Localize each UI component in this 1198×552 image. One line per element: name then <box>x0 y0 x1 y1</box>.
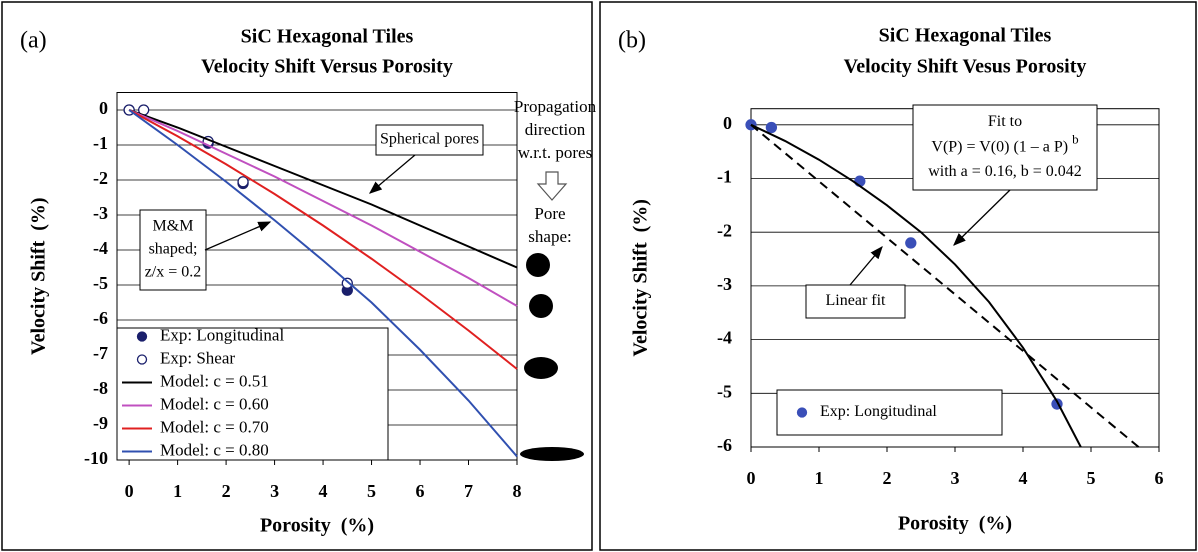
data-point <box>905 237 917 249</box>
y-tick-label: -4 <box>717 328 732 348</box>
y-tick-label: -4 <box>93 238 108 258</box>
y-tick-label: -2 <box>717 220 732 240</box>
x-tick-label: 0 <box>747 468 756 488</box>
annotation-text: V(P) = V(0) (1 – a P) <box>931 138 1072 155</box>
annotation-box <box>912 104 1098 191</box>
annotation-text: shaped; <box>149 241 198 258</box>
y-axis-title: Velocity Shift (%) <box>28 197 50 355</box>
y-tick-label: -3 <box>717 274 732 294</box>
y-tick-label: -6 <box>93 308 108 328</box>
legend-box <box>116 327 389 461</box>
panel-label: (a) <box>20 28 47 54</box>
panel-label: (b) <box>618 28 646 54</box>
x-tick-label: 6 <box>416 481 425 501</box>
series-line <box>750 124 1140 448</box>
annotation-text: V(P) = V(0) (1 – a P) b <box>931 131 1078 155</box>
x-tick-label: 8 <box>513 481 522 501</box>
x-tick-label: 1 <box>173 481 182 501</box>
data-point <box>237 176 249 188</box>
side-label: w.r.t. pores <box>518 143 592 162</box>
annotation-text: Linear fit <box>826 292 887 309</box>
pore-shape <box>520 447 584 461</box>
legend-label: Exp: Longitudinal <box>160 325 284 344</box>
x-tick-label: 2 <box>222 481 231 501</box>
legend-label: Model: c = 0.80 <box>160 440 269 459</box>
chart-title: Velocity Shift Vesus Porosity <box>844 56 1087 78</box>
annotation-text: Spherical pores <box>380 131 479 148</box>
legend-label: Model: c = 0.60 <box>160 394 269 413</box>
y-tick-label: 0 <box>99 98 108 118</box>
y-tick-label: -5 <box>93 273 108 293</box>
y-tick-label: -1 <box>93 133 108 153</box>
data-point <box>341 277 353 289</box>
x-tick-label: 4 <box>319 481 328 501</box>
legend-label: Model: c = 0.70 <box>160 417 269 436</box>
data-point <box>765 121 778 134</box>
panel-border <box>599 1 1197 551</box>
pore-shape <box>526 253 550 277</box>
annotation-arrow <box>849 246 883 286</box>
x-tick-label: 5 <box>367 481 376 501</box>
y-tick-label: -9 <box>93 413 108 433</box>
legend-label: Exp: Shear <box>160 348 235 367</box>
series-line <box>128 109 518 370</box>
pore-shape <box>524 357 558 379</box>
y-tick-label: -3 <box>93 203 108 223</box>
side-label: Pore <box>534 204 565 223</box>
x-tick-label: 3 <box>270 481 279 501</box>
x-tick-label: 3 <box>951 468 960 488</box>
chart-title: SiC Hexagonal Tiles <box>241 26 414 48</box>
annotation-box <box>139 209 207 291</box>
annotation-arrow <box>369 154 416 194</box>
annotation-box <box>375 124 484 156</box>
y-tick-label: -1 <box>717 167 732 187</box>
x-tick-label: 1 <box>815 468 824 488</box>
x-tick-label: 5 <box>1087 468 1096 488</box>
annotation-arrow <box>953 189 1011 246</box>
y-tick-label: -10 <box>84 448 108 468</box>
annotation-text: M&M <box>153 218 194 235</box>
y-tick-label: -2 <box>93 168 108 188</box>
annotation-arrow <box>204 221 272 251</box>
data-point <box>136 331 148 342</box>
series-line <box>128 109 518 458</box>
y-axis-title: Velocity Shift (%) <box>630 199 652 357</box>
pore-shape <box>529 294 553 318</box>
legend-label: Model: c = 0.51 <box>160 371 269 390</box>
annotation-superscript: b <box>1072 131 1079 146</box>
x-axis-title: Porosity (%) <box>260 515 374 537</box>
chart-title: SiC Hexagonal Tiles <box>879 25 1052 47</box>
x-tick-label: 6 <box>1155 468 1164 488</box>
x-tick-label: 0 <box>125 481 134 501</box>
side-label: direction <box>525 120 586 139</box>
side-label: Propagation <box>514 97 597 116</box>
y-tick-label: 0 <box>723 113 732 133</box>
side-label: shape: <box>528 227 571 246</box>
series-line <box>750 123 1082 448</box>
legend-box <box>776 389 1003 436</box>
annotation-text: z/x = 0.2 <box>145 264 202 281</box>
data-point <box>796 407 808 418</box>
chart-title: Velocity Shift Versus Porosity <box>201 56 453 78</box>
y-tick-label: -5 <box>717 381 732 401</box>
x-tick-label: 7 <box>464 481 473 501</box>
legend-label: Exp: Longitudinal <box>820 403 937 420</box>
x-tick-label: 2 <box>883 468 892 488</box>
series-line <box>128 109 518 307</box>
series-line <box>128 109 518 269</box>
annotation-text: Fit to <box>988 113 1022 130</box>
annotation-box <box>805 284 906 319</box>
x-tick-label: 4 <box>1019 468 1028 488</box>
annotation-text: with a = 0.16, b = 0.042 <box>928 163 1082 180</box>
direction-arrow <box>536 171 568 201</box>
data-point <box>136 354 148 365</box>
y-tick-label: -8 <box>93 378 108 398</box>
panel-border <box>1 1 593 551</box>
y-tick-label: -6 <box>717 435 732 455</box>
y-tick-label: -7 <box>93 343 108 363</box>
x-axis-title: Porosity (%) <box>898 513 1012 535</box>
